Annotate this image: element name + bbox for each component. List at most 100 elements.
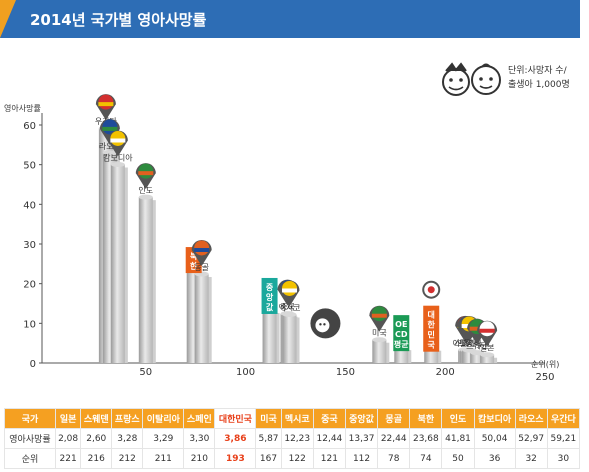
table-header-cell: 중국 bbox=[312, 408, 346, 429]
y-tick-label: 60 bbox=[23, 121, 36, 132]
box-marker-label: OE bbox=[395, 320, 407, 329]
x-tick-label: 250 bbox=[535, 372, 554, 383]
y-tick-label: 50 bbox=[23, 161, 36, 172]
table-header-cell: 이탈리아 bbox=[142, 408, 185, 429]
bar bbox=[262, 309, 277, 363]
flag-pin-icon bbox=[95, 94, 116, 121]
table-cell: 13,37 bbox=[344, 428, 379, 449]
table-header-cell: 대한민국 bbox=[214, 408, 257, 429]
title-bar: 2014년 국가별 영아사망률 bbox=[0, 0, 580, 38]
table-row: 영아사망률 2,08 2,60 3,28 3,29 3,30 3,86 5,87 12,23 12… bbox=[4, 428, 581, 449]
flag-pin-icon bbox=[191, 239, 212, 266]
bar bbox=[282, 314, 297, 363]
title-accent bbox=[0, 0, 16, 38]
bar-top bbox=[138, 194, 153, 200]
table-header-cell: 우간다 bbox=[546, 408, 581, 429]
box-marker: 중앙값 bbox=[261, 277, 278, 314]
bar bbox=[372, 339, 387, 363]
bar-label: 스웨덴 bbox=[466, 341, 488, 351]
table-header-cell: 인도 bbox=[441, 408, 475, 429]
y-tick-label: 10 bbox=[23, 319, 36, 330]
table-cell: 212 bbox=[111, 448, 144, 469]
table-cell: 5,87 bbox=[255, 428, 282, 449]
table-header-cell: 국가 bbox=[4, 408, 56, 429]
box-marker-label: CD bbox=[395, 330, 408, 339]
table-cell: 74 bbox=[409, 448, 443, 469]
bar-label: 일본 bbox=[480, 344, 495, 353]
table-cell: 2,08 bbox=[54, 428, 82, 449]
flag-pin-icon bbox=[369, 305, 390, 332]
table-cell: 3,29 bbox=[142, 428, 185, 449]
table-cell: 112 bbox=[344, 448, 379, 469]
unit-line-2: 출생아 1,000명 bbox=[508, 80, 570, 90]
bar-label: 인도 bbox=[138, 185, 153, 195]
bar-top bbox=[110, 162, 125, 168]
table-header-cell: 스페인 bbox=[183, 408, 216, 429]
y-tick-label: 0 bbox=[30, 359, 36, 370]
data-table: 국가 일본 스웨덴 프랑스 이탈리아 스페인 대한민국 미국 멕시코 중국 중앙값 몽골 북한 인도 캄보디… bbox=[4, 408, 581, 469]
bar bbox=[194, 273, 209, 363]
box-marker-label: 평균 bbox=[394, 339, 409, 349]
bar-label: 미국 bbox=[372, 329, 387, 338]
table-header-cell: 중앙값 bbox=[344, 408, 379, 429]
table-cell: 167 bbox=[255, 448, 282, 469]
table-header-cell: 일본 bbox=[54, 408, 82, 429]
baby-icon bbox=[310, 308, 341, 339]
korea-flag-pin-icon bbox=[422, 280, 441, 299]
page-title: 2014년 국가별 영아사망률 bbox=[30, 11, 207, 29]
table-cell: 30 bbox=[546, 448, 581, 469]
box-marker-label: 민 bbox=[428, 330, 435, 340]
table-header-cell: 북한 bbox=[409, 408, 443, 429]
bar-label: 라오스 bbox=[99, 142, 121, 151]
flag-pin-icon bbox=[477, 320, 498, 347]
table-cell: 210 bbox=[183, 448, 216, 469]
bar-top bbox=[480, 352, 495, 358]
x-tick-label: 100 bbox=[236, 367, 255, 378]
bar bbox=[110, 164, 125, 363]
table-cell: 12,44 bbox=[312, 428, 346, 449]
table-cell: 50,04 bbox=[473, 428, 516, 449]
table-header-cell: 캄보디아 bbox=[473, 408, 516, 429]
x-tick-label: 150 bbox=[336, 367, 355, 378]
table-row: 순위 221 216 212 211 210 193 167 122 121 112 78 74 50 36… bbox=[4, 448, 581, 469]
table-cell: 52,97 bbox=[514, 428, 548, 449]
table-cell: 216 bbox=[80, 448, 113, 469]
box-marker: 대한민국 bbox=[423, 305, 440, 352]
table-cell: 41,81 bbox=[441, 428, 475, 449]
bar bbox=[470, 352, 485, 363]
bar-label: 스페인 bbox=[454, 338, 476, 348]
table-cell: 12,23 bbox=[280, 428, 314, 449]
table-header-cell: 미국 bbox=[255, 408, 282, 429]
table-header-cell: 스웨덴 bbox=[80, 408, 113, 429]
box-marker-label: 앙 bbox=[266, 292, 274, 302]
table-header-cell: 프랑스 bbox=[111, 408, 144, 429]
table-cell: 32 bbox=[514, 448, 548, 469]
bar-top bbox=[102, 150, 117, 156]
flag-pin-icon bbox=[135, 163, 156, 190]
table-cell: 36 bbox=[473, 448, 516, 469]
y-tick-label: 40 bbox=[23, 200, 36, 211]
bar bbox=[138, 197, 153, 363]
box-marker-label: 북 bbox=[190, 251, 198, 261]
flag-pin-icon bbox=[107, 130, 128, 157]
table-cell: 22,44 bbox=[377, 428, 411, 449]
table-header-cell: 몽골 bbox=[377, 408, 411, 429]
bar-label: 이탈리아 bbox=[452, 338, 482, 348]
table-row-label: 순위 bbox=[4, 448, 56, 469]
table-cell: 3,86 bbox=[214, 428, 257, 449]
flag-pin-icon bbox=[99, 118, 120, 145]
baby-faces-icon bbox=[442, 62, 501, 96]
table-cell: 3,30 bbox=[183, 428, 216, 449]
table-cell: 50 bbox=[441, 448, 475, 469]
x-axis-label: 순위(위) bbox=[531, 360, 559, 369]
table-row-label: 영아사망률 bbox=[4, 428, 56, 449]
table-cell: 3,28 bbox=[111, 428, 144, 449]
flag-pin-icon bbox=[279, 280, 300, 307]
bar-label: 중국 bbox=[280, 303, 295, 312]
box-marker-label: 국 bbox=[428, 341, 436, 350]
table-header-cell: 라오스 bbox=[514, 408, 548, 429]
x-tick-label: 200 bbox=[436, 367, 455, 378]
y-tick-label: 20 bbox=[23, 280, 36, 291]
